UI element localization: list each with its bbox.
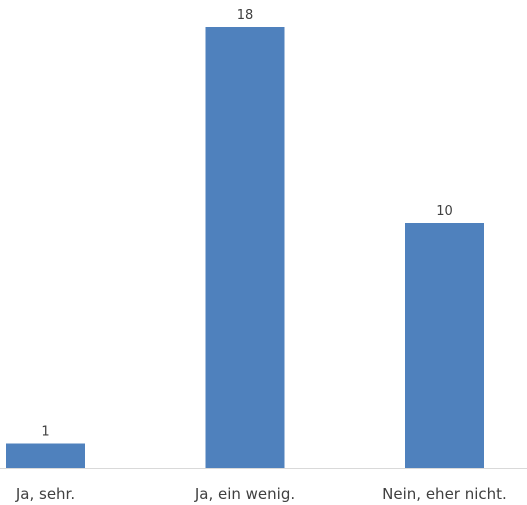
x-tick-label-1: Ja, sehr. — [15, 485, 75, 503]
bar-2 — [205, 27, 285, 468]
bar-3 — [405, 223, 484, 468]
value-labels-group: 1 18 10 — [41, 8, 452, 440]
x-tick-label-2: Ja, ein wenig. — [194, 485, 295, 503]
data-label-2: 18 — [237, 8, 254, 23]
bars-group — [6, 27, 484, 468]
data-label-1: 1 — [41, 425, 49, 440]
x-tick-label-3: Nein, eher nicht. — [382, 485, 507, 503]
x-tick-labels-group: Ja, sehr. Ja, ein wenig. Nein, eher nicht. — [15, 485, 507, 503]
data-label-3: 10 — [436, 204, 453, 219]
bar-1 — [6, 443, 85, 468]
